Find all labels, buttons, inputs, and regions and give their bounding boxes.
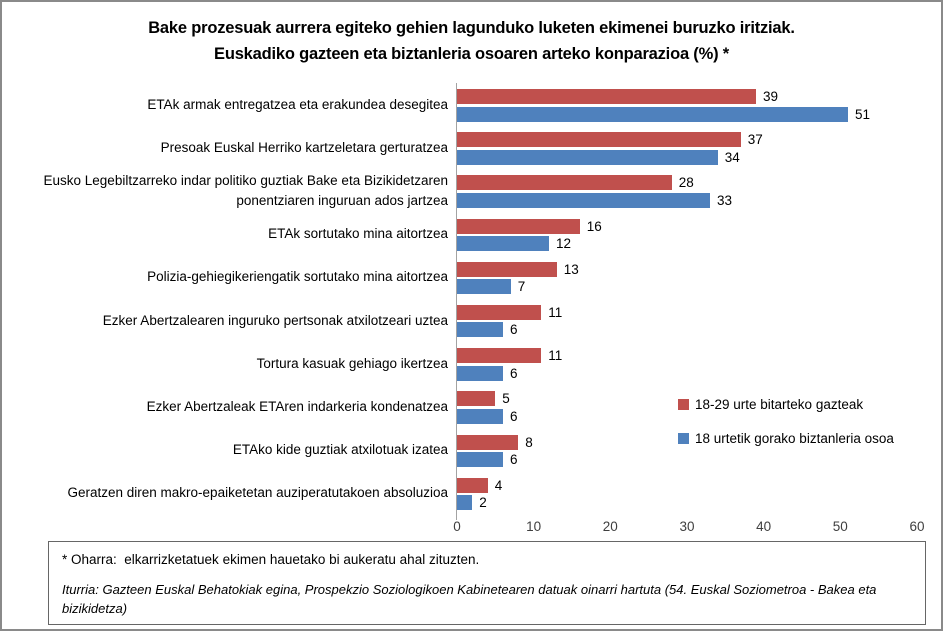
category-label: Polizia-gehiegikeriengatik sortutako min…: [147, 269, 448, 285]
category-label: Eusko Legebiltzarreko indar politiko guz…: [43, 172, 448, 208]
category-axis-line: [456, 83, 457, 520]
bar-biztanleria: [457, 495, 473, 511]
value-axis-tick-label: 50: [832, 519, 848, 534]
chart-title-line1: Bake prozesuak aurrera egiteko gehien la…: [148, 19, 795, 37]
footnote-box: * Oharra: elkarrizketatuek ekimen haueta…: [48, 541, 926, 625]
bar-group: 13 7: [457, 256, 941, 299]
category-label: Presoak Euskal Herriko kartzeletara gert…: [160, 139, 448, 155]
bar-biztanleria: [457, 408, 503, 424]
category-label: Ezker Abertzalearen inguruko pertsonak a…: [102, 312, 448, 328]
bar-biztanleria: [457, 192, 710, 208]
chart-row: Tortura kasuak gehiago ikertzea 11 6: [2, 342, 941, 385]
value-axis-tick-label: 10: [526, 519, 542, 534]
footnote-note: * Oharra: elkarrizketatuek ekimen haueta…: [62, 552, 480, 567]
bar-gazteak: [457, 175, 672, 191]
chart-title-line2: Euskadiko gazteen eta biztanleria osoare…: [214, 45, 729, 63]
bar-biztanleria: [457, 322, 503, 338]
category-label: Geratzen diren makro-epaiketetan auziper…: [67, 485, 449, 501]
chart-rows: ETAk armak entregatzea eta erakundea des…: [2, 83, 941, 515]
category-label: ETAk armak entregatzea eta erakundea des…: [147, 96, 448, 112]
bar-value-label: 5: [502, 391, 510, 407]
bar-value-label: 8: [525, 434, 533, 450]
legend: 18-29 urte bitarteko gazteak 18 urtetik …: [678, 396, 894, 464]
bar-group: 16 12: [457, 213, 941, 256]
chart-row: Ezker Abertzaleak ETAren indarkeria kond…: [2, 385, 941, 428]
bar-value-label: 12: [556, 236, 572, 252]
bar-biztanleria: [457, 236, 549, 252]
value-axis-tick-label: 40: [756, 519, 772, 534]
bar-group: 11 6: [457, 299, 941, 342]
category-label: ETAk sortutako mina aitortzea: [268, 226, 448, 242]
chart-row: ETAko kide guztiak atxilotuak izatea 8 6: [2, 429, 941, 472]
value-axis-tick-label: 60: [909, 519, 925, 534]
bar-biztanleria: [457, 452, 503, 467]
legend-item-biztanleria: 18 urtetik gorako biztanleria osoa: [678, 430, 894, 446]
chart-title: Bake prozesuak aurrera egiteko gehien la…: [2, 15, 941, 67]
bar-value-label: 51: [855, 106, 871, 122]
chart-row: Geratzen diren makro-epaiketetan auziper…: [2, 472, 941, 515]
bar-gazteak: [457, 89, 756, 104]
bar-value-label: 6: [510, 452, 518, 467]
chart-row: ETAk sortutako mina aitortzea 16 12: [2, 213, 941, 256]
bar-value-label: 39: [763, 89, 779, 104]
value-axis-tick-label: 30: [679, 519, 695, 534]
bar-value-label: 11: [548, 304, 563, 320]
bar-gazteak: [457, 348, 542, 364]
bar-value-label: 33: [717, 192, 733, 208]
bar-gazteak: [457, 434, 519, 450]
bar-gazteak: [457, 304, 542, 320]
bar-gazteak: [457, 261, 557, 277]
chart-row: Presoak Euskal Herriko kartzeletara gert…: [2, 126, 941, 169]
bar-value-label: 7: [517, 279, 526, 295]
legend-item-gazteak: 18-29 urte bitarteko gazteak: [678, 396, 894, 412]
category-label: Tortura kasuak gehiago ikertzea: [256, 355, 448, 371]
bar-biztanleria: [457, 149, 718, 165]
legend-swatch-blue: [678, 432, 689, 444]
bar-group: 11 6: [457, 342, 941, 385]
bar-value-label: 28: [678, 175, 694, 191]
legend-label-biztanleria: 18 urtetik gorako biztanleria osoa: [695, 430, 894, 446]
bar-gazteak: [457, 391, 496, 407]
chart-row: Eusko Legebiltzarreko indar politiko guz…: [2, 169, 941, 212]
bar-value-label: 4: [494, 477, 503, 493]
bar-biztanleria: [457, 106, 848, 122]
bar-value-label: 37: [747, 132, 763, 148]
bar-group: 28 33: [457, 169, 941, 212]
legend-swatch-red: [678, 398, 689, 410]
chart-row: Ezker Abertzalearen inguruko pertsonak a…: [2, 299, 941, 342]
bar-gazteak: [457, 477, 488, 493]
bar-chart: ETAk armak entregatzea eta erakundea des…: [2, 83, 941, 534]
bar-value-label: 6: [510, 322, 518, 338]
bar-group: 39 51: [457, 83, 941, 126]
value-axis: 0 10 20 30 40 50 60: [453, 517, 924, 535]
bar-value-label: 2: [479, 495, 487, 511]
bar-biztanleria: [457, 279, 511, 295]
bar-value-label: 13: [563, 261, 579, 277]
bar-value-label: 6: [510, 408, 518, 424]
value-axis-tick-label: 0: [453, 519, 461, 534]
bar-gazteak: [457, 218, 580, 234]
bar-biztanleria: [457, 365, 503, 381]
bar-value-label: 11: [548, 348, 563, 364]
bar-group: 37 34: [457, 126, 941, 169]
bar-gazteak: [457, 132, 741, 148]
value-axis-tick-label: 20: [602, 519, 618, 534]
category-label: ETAko kide guztiak atxilotuak izatea: [232, 442, 448, 458]
chart-row: Polizia-gehiegikeriengatik sortutako min…: [2, 256, 941, 299]
bar-value-label: 16: [586, 218, 602, 234]
bar-value-label: 6: [510, 365, 518, 381]
chart-row: ETAk armak entregatzea eta erakundea des…: [2, 83, 941, 126]
footnote-source: Iturria: Gazteen Euskal Behatokiak egina…: [62, 582, 877, 616]
category-label: Ezker Abertzaleak ETAren indarkeria kond…: [146, 398, 448, 414]
bar-value-label: 34: [724, 149, 740, 165]
legend-label-gazteak: 18-29 urte bitarteko gazteak: [695, 396, 864, 412]
